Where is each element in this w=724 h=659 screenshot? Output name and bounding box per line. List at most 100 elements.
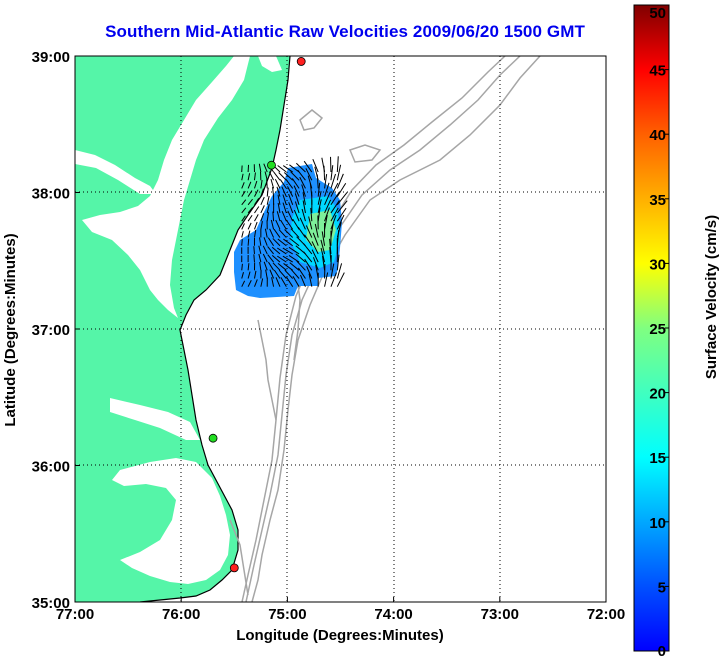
velocity-arrow [247, 173, 251, 181]
velocity-arrow [310, 207, 313, 222]
grid-lines [75, 56, 606, 602]
velocity-arrow [273, 171, 281, 181]
colorbar-tick-label: 5 [658, 579, 666, 596]
colorbar [633, 4, 670, 652]
velocity-arrow [263, 163, 268, 173]
velocity-arrow [264, 228, 268, 238]
y-tick-label: 38:00 [32, 186, 70, 203]
colorbar-tick-label: 20 [649, 386, 666, 403]
velocity-arrow [274, 179, 281, 189]
velocity-arrow [272, 211, 275, 222]
velocity-arrow [336, 200, 348, 214]
velocity-arrow [317, 191, 322, 205]
velocity-arrow [253, 229, 257, 238]
velocity-arrow [273, 269, 281, 279]
velocity-arrow [324, 199, 332, 214]
velocity-arrow [329, 238, 332, 254]
velocity-arrow [265, 269, 268, 279]
velocity-arrow [263, 261, 268, 271]
velocity-field-peak [306, 210, 336, 252]
velocity-arrow [297, 226, 306, 238]
velocity-arrow [336, 192, 348, 206]
velocity-arrow [305, 225, 313, 238]
velocity-arrow [267, 237, 275, 247]
velocity-arrow [312, 257, 319, 271]
velocity-arrow [336, 173, 344, 189]
colorbar-tick-label: 30 [649, 256, 666, 273]
velocity-arrow [307, 175, 313, 189]
velocity-arrow [241, 223, 245, 230]
velocity-arrow [330, 200, 340, 214]
station-marker [229, 563, 239, 573]
station-marker [296, 57, 306, 66]
velocity-arrow [312, 232, 319, 246]
velocity-arrow [314, 166, 319, 181]
velocity-arrow [241, 182, 245, 189]
velocity-arrow [260, 180, 263, 189]
velocity-arrow [287, 210, 294, 222]
velocity-arrow [285, 219, 294, 230]
colorbar-tick-label: 25 [649, 321, 666, 338]
velocity-arrow [254, 279, 258, 287]
velocity-arrow [247, 263, 250, 271]
velocity-arrow [304, 234, 313, 247]
potomac-river [75, 150, 156, 194]
velocity-arrow [330, 207, 339, 222]
velocity-arrow [330, 182, 339, 197]
velocity-arrow [247, 280, 252, 287]
velocity-arrow [277, 255, 287, 263]
colorbar-label: Surface Velocity (cm/s) [703, 215, 720, 379]
velocity-arrow [299, 176, 306, 189]
velocity-arrow [260, 221, 263, 230]
velocity-arrow [275, 219, 281, 230]
velocity-arrow [284, 229, 294, 238]
velocity-arrow [241, 190, 246, 197]
y-tick-label: 37:00 [32, 322, 70, 339]
velocity-arrow [260, 205, 265, 214]
velocity-arrow [263, 237, 268, 246]
x-tick-label: 73:00 [481, 606, 519, 623]
velocity-arrow [262, 245, 268, 255]
velocity-arrow [320, 247, 326, 263]
velocity-arrow [277, 238, 287, 247]
colorbar-tick-label: 45 [649, 63, 666, 80]
velocity-arrow [273, 228, 281, 238]
velocity-arrow [302, 200, 306, 214]
velocity-arrow [301, 184, 306, 197]
velocity-arrow [295, 162, 306, 173]
velocity-arrow [259, 261, 262, 271]
velocity-arrow [297, 169, 306, 181]
velocity-arrow [303, 243, 313, 255]
velocity-arrow [254, 198, 260, 206]
pamlico-sound [112, 458, 230, 584]
velocity-arrow [279, 179, 287, 189]
velocity-arrow [247, 230, 251, 238]
velocity-arrow [241, 231, 244, 238]
velocity-arrow [306, 266, 313, 279]
velocity-arrow [247, 271, 251, 279]
velocity-arrow [268, 261, 275, 271]
velocity-arrow [277, 202, 281, 214]
velocity-arrow [241, 263, 243, 271]
velocity-arrow [260, 196, 265, 205]
velocity-arrow [272, 262, 281, 271]
velocity-arrow [291, 178, 300, 189]
velocity-arrow [308, 216, 313, 230]
x-tick-label: 74:00 [374, 606, 412, 623]
velocity-arrow [330, 214, 337, 230]
velocity-arrow [292, 276, 300, 287]
velocity-arrow [336, 272, 345, 287]
velocity-arrow [320, 239, 326, 255]
velocity-arrow [301, 208, 306, 222]
velocity-arrow [241, 239, 243, 246]
velocity-arrow [311, 249, 319, 263]
velocity-arrow [330, 165, 334, 181]
velocity-arrow [254, 214, 259, 222]
velocity-arrow [258, 245, 262, 255]
station-marker [208, 433, 218, 443]
velocity-arrow [260, 278, 264, 287]
velocity-arrow [258, 253, 262, 263]
velocity-arrow [288, 202, 294, 214]
station-markers [208, 57, 306, 573]
albemarle-sound [110, 398, 200, 440]
